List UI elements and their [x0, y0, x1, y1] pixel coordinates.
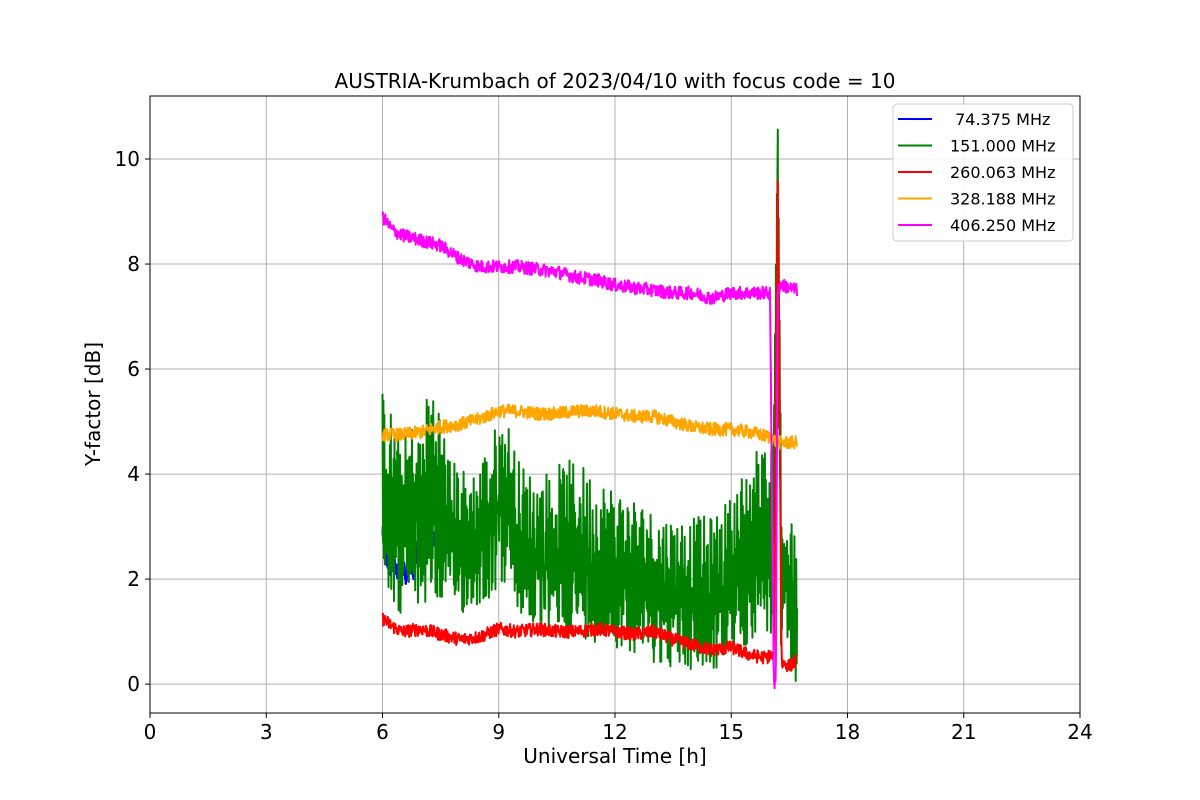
- series-line-1: [381, 128, 799, 682]
- legend-entry-3: 328.188 MHz: [950, 190, 1055, 209]
- legend: 74.375 MHz 151.000 MHz 260.063 MHz 328.188 …: [892, 103, 1074, 242]
- y-axis-label: Y-factor [dB]: [81, 342, 105, 467]
- series-line-2: [381, 180, 799, 673]
- x-tick-label: 9: [492, 720, 505, 744]
- series-line-4: [381, 211, 799, 690]
- x-tick-label: 3: [260, 720, 273, 744]
- y-tick-label: 0: [127, 672, 140, 696]
- x-tick-label: 6: [376, 720, 389, 744]
- x-tick-label: 12: [602, 720, 627, 744]
- legend-box: [892, 103, 1074, 242]
- x-tick-label: 24: [1067, 720, 1092, 744]
- chart-title: AUSTRIA-Krumbach of 2023/04/10 with focu…: [335, 69, 896, 93]
- x-tick-label: 15: [719, 720, 744, 744]
- x-tick-label: 18: [835, 720, 860, 744]
- x-tick-label: 0: [144, 720, 157, 744]
- y-tick-label: 2: [127, 567, 140, 591]
- series-line-3: [381, 403, 799, 450]
- series-layer: [381, 128, 799, 690]
- legend-entry-1: 151.000 MHz: [950, 137, 1055, 156]
- x-tick-label: 21: [951, 720, 976, 744]
- legend-entry-0: 74.375 MHz: [950, 110, 1050, 129]
- legend-entry-4: 406.250 MHz: [950, 216, 1055, 235]
- y-tick-label: 10: [115, 147, 140, 171]
- y-tick-label: 6: [127, 357, 140, 381]
- legend-entry-2: 260.063 MHz: [950, 163, 1055, 182]
- y-tick-label: 8: [127, 252, 140, 276]
- y-tick-label: 4: [127, 462, 140, 486]
- x-axis-label: Universal Time [h]: [523, 744, 706, 768]
